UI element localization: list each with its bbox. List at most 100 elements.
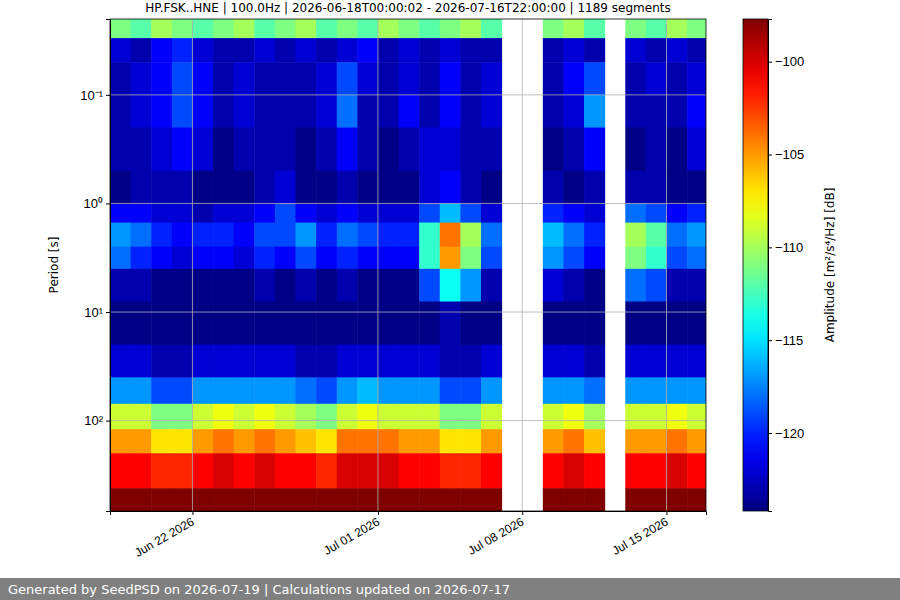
cell <box>110 128 131 172</box>
cell <box>399 19 420 39</box>
cell <box>563 377 584 404</box>
cell <box>295 223 316 248</box>
grid-line-y <box>110 203 706 204</box>
cell <box>378 247 399 270</box>
cell <box>378 128 399 172</box>
cell <box>275 62 296 95</box>
cell <box>666 171 687 204</box>
cell <box>378 203 399 223</box>
cell <box>460 302 481 346</box>
colorbar-axis-line <box>769 20 773 512</box>
colorbar-tick: −120 <box>768 426 804 441</box>
cell <box>584 377 605 404</box>
cell <box>625 171 646 204</box>
cell <box>357 247 378 270</box>
cell <box>687 38 706 63</box>
cell <box>378 19 399 39</box>
plot-frame <box>110 19 706 511</box>
cell <box>357 128 378 172</box>
cell <box>110 404 131 430</box>
x-tick: Jul 15 2026 <box>610 511 671 558</box>
cell <box>646 345 667 378</box>
cell <box>213 223 234 248</box>
x-tick-mark <box>378 511 379 515</box>
cell <box>213 19 234 39</box>
cell <box>213 302 234 346</box>
cell <box>419 247 440 270</box>
cell <box>316 62 337 95</box>
cell <box>625 377 646 404</box>
cell <box>378 404 399 430</box>
cell <box>275 203 296 223</box>
cell <box>172 453 193 488</box>
cell <box>378 302 399 346</box>
cell <box>666 269 687 302</box>
cell <box>254 38 275 63</box>
cell <box>419 377 440 404</box>
cell <box>563 95 584 128</box>
y-tick-mark <box>106 203 110 204</box>
cell <box>172 377 193 404</box>
cell <box>687 429 706 454</box>
cell <box>378 377 399 404</box>
cell <box>295 488 316 511</box>
cell <box>213 128 234 172</box>
cell <box>543 302 564 346</box>
cell <box>234 269 255 302</box>
cell <box>419 404 440 430</box>
cell <box>213 429 234 454</box>
cell <box>584 223 605 248</box>
cell <box>295 247 316 270</box>
cell <box>399 247 420 270</box>
cell <box>460 38 481 63</box>
cell <box>687 453 706 488</box>
cell <box>110 95 131 128</box>
cell <box>316 488 337 511</box>
cell <box>192 269 213 302</box>
cell <box>337 19 358 39</box>
colorbar-tick: −100 <box>768 54 804 69</box>
cell <box>295 203 316 223</box>
cell <box>192 404 213 430</box>
cell <box>316 404 337 430</box>
cell <box>192 19 213 39</box>
cell <box>131 302 152 346</box>
cell <box>666 223 687 248</box>
x-tick: Jul 01 2026 <box>321 511 382 558</box>
grid-line-x <box>666 19 667 511</box>
cell <box>172 429 193 454</box>
chart: Jun 22 2026Jul 01 2026Jul 08 2026Jul 15 … <box>0 0 900 600</box>
cell <box>563 269 584 302</box>
cell <box>440 247 461 270</box>
cell <box>110 269 131 302</box>
cell <box>440 223 461 248</box>
cell <box>460 171 481 204</box>
colorbar-axis: −100−105−110−115−120 <box>768 20 804 512</box>
cell <box>131 453 152 488</box>
cell <box>481 404 502 430</box>
cell <box>316 247 337 270</box>
cell <box>357 404 378 430</box>
cell <box>254 404 275 430</box>
cell <box>131 429 152 454</box>
cell <box>584 95 605 128</box>
cell <box>275 38 296 63</box>
cell <box>481 377 502 404</box>
cell <box>666 302 687 346</box>
colorbar-tick: −110 <box>768 240 803 255</box>
cell <box>357 453 378 488</box>
y-tick: 10² <box>84 413 110 428</box>
cell <box>316 345 337 378</box>
cell <box>419 302 440 346</box>
cell <box>172 128 193 172</box>
cell <box>131 404 152 430</box>
cell <box>234 62 255 95</box>
cell <box>172 302 193 346</box>
footer-bar <box>0 578 900 600</box>
cell <box>563 38 584 63</box>
cell <box>234 247 255 270</box>
colorbar-tick-mark <box>768 433 772 434</box>
x-axis: Jun 22 2026Jul 01 2026Jul 08 2026Jul 15 … <box>111 511 707 560</box>
cell <box>419 223 440 248</box>
grid-line-x <box>522 19 523 511</box>
